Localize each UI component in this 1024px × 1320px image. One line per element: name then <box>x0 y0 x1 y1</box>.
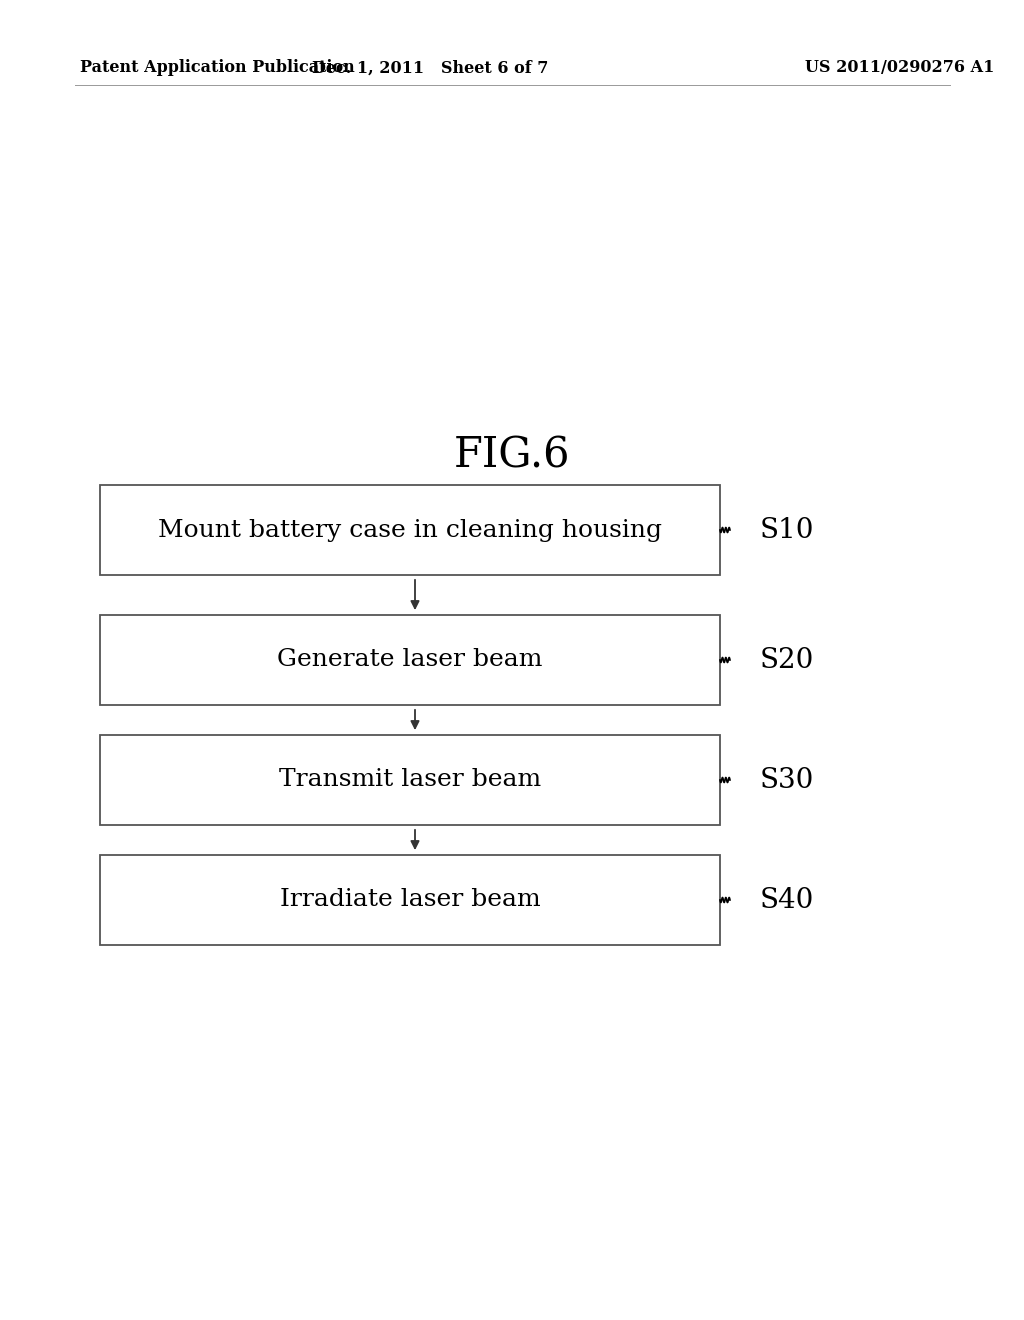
Text: Transmit laser beam: Transmit laser beam <box>279 768 541 792</box>
Text: Irradiate laser beam: Irradiate laser beam <box>280 888 541 912</box>
Bar <box>100 615 720 705</box>
Text: S20: S20 <box>760 647 814 673</box>
Text: S30: S30 <box>760 767 814 793</box>
Text: Dec. 1, 2011   Sheet 6 of 7: Dec. 1, 2011 Sheet 6 of 7 <box>312 59 548 77</box>
Text: S40: S40 <box>760 887 814 913</box>
Text: US 2011/0290276 A1: US 2011/0290276 A1 <box>805 59 994 77</box>
Text: Generate laser beam: Generate laser beam <box>278 648 543 672</box>
Bar <box>100 855 720 945</box>
Text: Mount battery case in cleaning housing: Mount battery case in cleaning housing <box>158 519 662 541</box>
Bar <box>100 484 720 576</box>
Bar <box>100 735 720 825</box>
Text: Patent Application Publication: Patent Application Publication <box>80 59 354 77</box>
Text: S10: S10 <box>760 516 814 544</box>
Text: FIG.6: FIG.6 <box>454 434 570 477</box>
